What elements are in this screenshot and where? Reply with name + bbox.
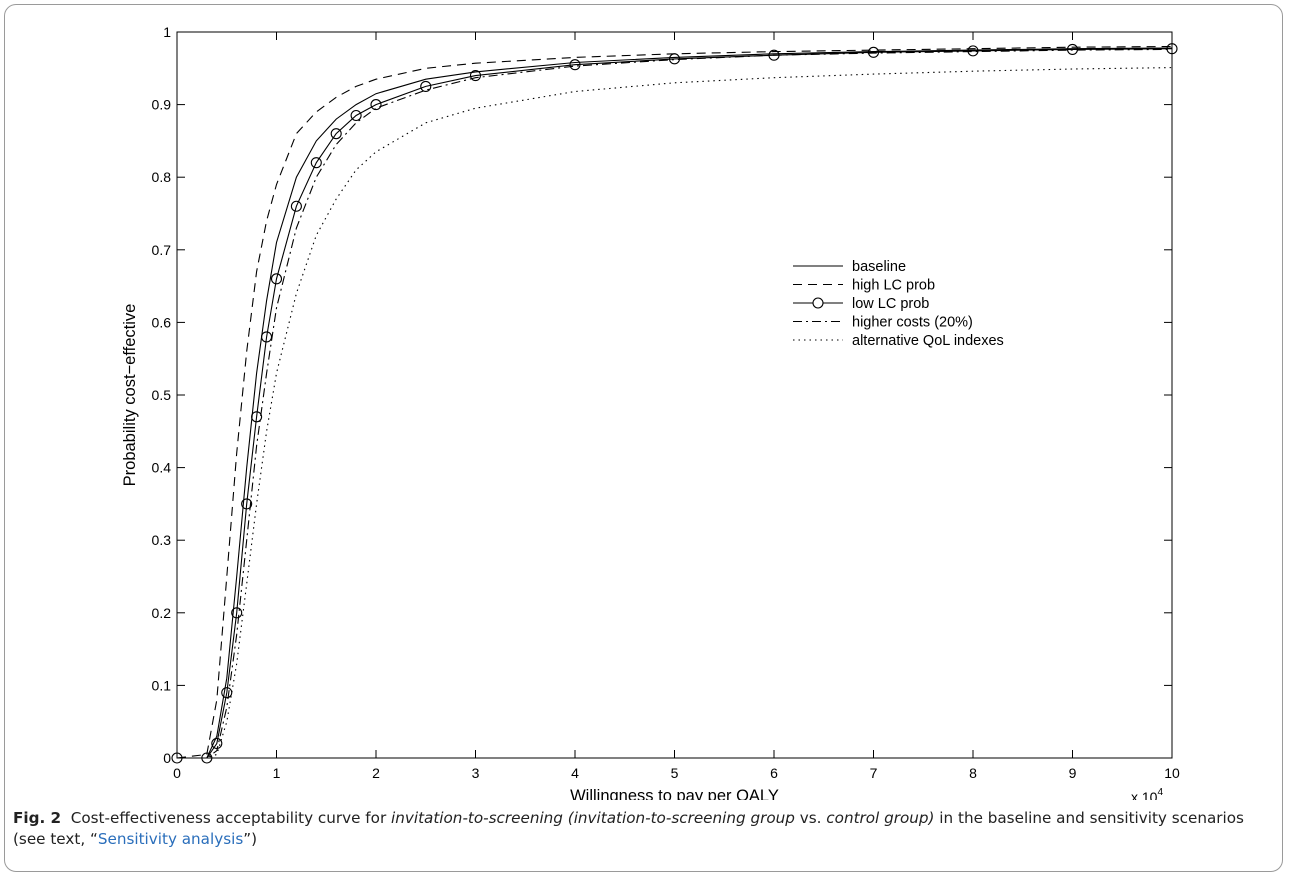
caption-text-2: vs. (794, 809, 827, 827)
data-point-marker (469, 70, 482, 82)
y-tick-label: 1 (163, 24, 171, 40)
plot-area-border (176, 31, 1173, 759)
series-line-higher-costs-20 (177, 48, 1173, 759)
data-point-marker (290, 200, 302, 212)
x-tick-label: 3 (472, 765, 480, 781)
caption-italic-2: control group) (826, 809, 935, 827)
series-layer (171, 43, 1178, 764)
data-point-marker (221, 687, 233, 699)
y-tick-label: 0.5 (152, 387, 172, 403)
caption-text-3: in the baseline and sensitivity scenario… (13, 809, 1244, 848)
y-tick-label: 0.1 (152, 677, 172, 693)
legend: baseline high LC prob low LC prob higher co… (793, 259, 1004, 349)
legend-label: higher costs (20%) (852, 315, 973, 331)
x-tick-label: 10 (1164, 765, 1180, 781)
axis-ticks: 0 1 2 3 4 5 6 7 8 9 10 0 0.1 0.2 0.3 0.4 0.5 0.6 0.7 0.8 0.9… (152, 24, 1180, 781)
caption-italic-1: invitation-to-screening (invitation-to-s… (391, 809, 795, 827)
legend-label: low LC prob (852, 296, 929, 312)
y-tick-label: 0.3 (152, 532, 172, 548)
legend-label: baseline (852, 259, 906, 275)
series-line-alternative-qol-indexes (177, 67, 1173, 759)
data-point-marker (1166, 43, 1178, 55)
y-tick-label: 0.4 (152, 460, 172, 476)
x-multiplier-exponent: 4 (1157, 787, 1163, 798)
sensitivity-analysis-link[interactable]: Sensitivity analysis (97, 830, 244, 848)
data-point-marker (241, 498, 253, 510)
x-tick-label: 6 (770, 765, 778, 781)
data-point-marker (251, 411, 263, 423)
caption-text-1: Cost-effectiveness acceptability curve f… (70, 809, 392, 827)
x-tick-label: 9 (1069, 765, 1077, 781)
data-point-marker (867, 46, 880, 58)
axes-box (176, 31, 1173, 759)
data-point-marker (270, 273, 283, 285)
figure-frame (4, 4, 1283, 872)
x-tick-label: 8 (969, 765, 977, 781)
y-tick-label: 0 (163, 750, 171, 766)
data-point-marker (1066, 43, 1079, 55)
x-tick-label: 1 (273, 765, 281, 781)
x-multiplier-base: x 10 (1131, 789, 1158, 800)
figure-caption: Fig. 2 Cost-effectiveness acceptability … (13, 808, 1275, 850)
series-line-baseline (177, 47, 1173, 759)
x-tick-label: 2 (372, 765, 380, 781)
y-tick-label: 0.8 (152, 169, 172, 185)
data-point-marker (310, 157, 322, 169)
y-axis-label: Probability cost−effective (121, 304, 139, 487)
y-tick-label: 0.6 (152, 314, 172, 330)
series-line-low-lc-prob (177, 48, 1173, 759)
y-tick-label: 0.7 (152, 242, 172, 258)
data-point-marker (350, 109, 362, 122)
caption-label: Fig. 2 (13, 809, 62, 827)
x-tick-label: 5 (671, 765, 679, 781)
x-tick-label: 4 (571, 765, 579, 781)
data-point-marker (420, 80, 432, 92)
x-axis-label: Willingness to pay per QALY (570, 787, 779, 800)
legend-label: high LC prob (852, 278, 935, 294)
legend-marker (812, 297, 824, 309)
y-tick-label: 0.2 (152, 605, 172, 621)
caption-text-4: ”) (243, 830, 258, 848)
legend-label: alternative QoL indexes (852, 333, 1004, 349)
series-line-high-lc-prob (176, 45, 1173, 759)
x-tick-label: 7 (870, 765, 878, 781)
data-point-marker (231, 607, 243, 619)
data-point-marker (370, 99, 382, 111)
chart: 0 1 2 3 4 5 6 7 8 9 10 0 0.1 0.2 0.3 0.4 0.5 0.6 0.7 0.8 0.9… (121, 24, 1180, 800)
data-point-marker (330, 128, 342, 140)
y-tick-label: 0.9 (152, 97, 172, 113)
x-axis-multiplier: x 104 (1131, 787, 1163, 800)
x-tick-label: 0 (173, 765, 181, 781)
data-point-marker (569, 59, 581, 71)
data-point-marker (967, 45, 979, 57)
